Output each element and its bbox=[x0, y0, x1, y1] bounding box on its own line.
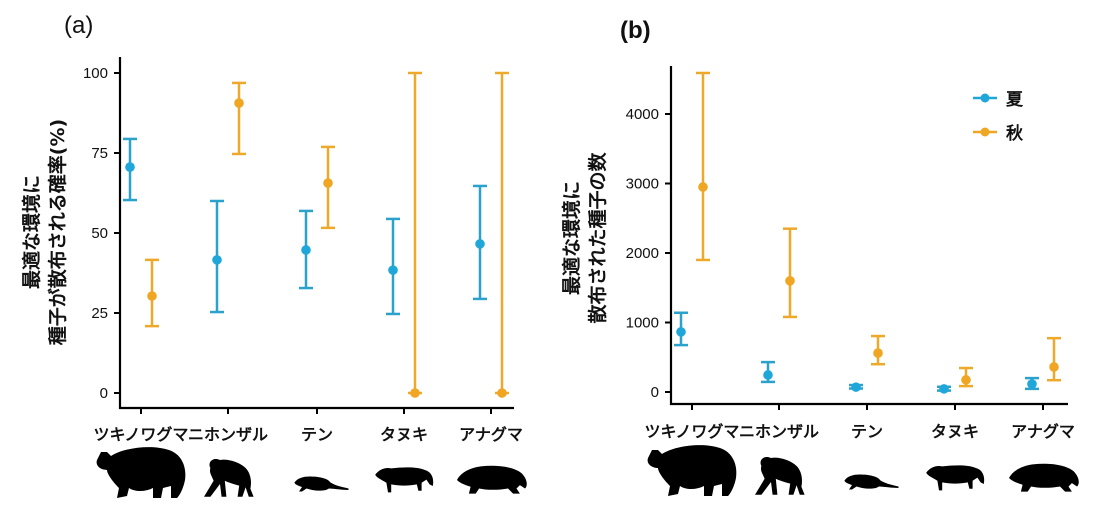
panel-a-x-tick-label: タヌキ bbox=[380, 425, 428, 444]
panel-a-summer-point bbox=[212, 255, 222, 265]
panel-b-ylabel-line2: 散布された種子の数 bbox=[586, 152, 609, 324]
panel-a: (a) 最適な環境に 種子が散布される確率(%) 0 25 50 75 100 bbox=[20, 12, 514, 414]
panel-b-x-ticks bbox=[691, 404, 1044, 410]
panel-a-summer-point-group bbox=[123, 137, 137, 202]
legend-summer-marker bbox=[980, 93, 990, 103]
panel-a-x-tick-label: ツキノワグマ bbox=[94, 425, 189, 444]
panel-a-autumn-point bbox=[234, 98, 244, 108]
panel-b: (b) 最適な環境に 散布された種子の数 0 1000 2000 3000 4000 夏… bbox=[560, 17, 1068, 410]
panel-a-y-tick-label: 25 bbox=[91, 305, 108, 322]
panel-b-autumn-point-group bbox=[871, 334, 885, 366]
panel-a-summer-point-group bbox=[386, 217, 400, 316]
panel-b-y-ticks: 0 1000 2000 3000 4000 bbox=[626, 106, 671, 401]
legend-item-summer: 夏 bbox=[973, 90, 1024, 110]
panel-a-autumn-point bbox=[410, 388, 420, 398]
legend: 夏 秋 bbox=[973, 90, 1024, 144]
panel-a-animal-silhouettes bbox=[96, 447, 527, 498]
legend-item-autumn: 秋 bbox=[973, 123, 1024, 144]
panel-b-y-axis-title: 最適な環境に 散布された種子の数 bbox=[560, 152, 609, 324]
panel-b-autumn-point-group bbox=[1047, 336, 1061, 382]
panel-b-summer-point bbox=[676, 327, 686, 337]
panel-a-summer-point-group bbox=[210, 199, 224, 314]
panel-b-autumn-point bbox=[1049, 362, 1059, 372]
marten-icon bbox=[294, 476, 349, 492]
badger-icon bbox=[457, 465, 527, 494]
panel-a-autumn-point-group bbox=[321, 145, 335, 230]
legend-autumn-marker bbox=[980, 127, 990, 137]
panel-a-autumn-point bbox=[323, 178, 333, 188]
bear-icon bbox=[647, 445, 737, 496]
panel-a-y-tick-label: 100 bbox=[83, 65, 108, 82]
panel-b-summer-point bbox=[763, 370, 773, 380]
panel-b-x-tick-label: ニホンザル bbox=[739, 422, 819, 441]
panel-b-summer-point bbox=[851, 382, 861, 392]
panel-b-y-tick-label: 0 bbox=[651, 384, 659, 401]
panel-a-y-tick-label: 0 bbox=[100, 385, 108, 402]
panel-b-summer-point bbox=[1027, 379, 1037, 389]
macaque-icon bbox=[755, 456, 805, 495]
panel-b-category-labels: ツキノワグマ ニホンザル テン タヌキ アナグマ bbox=[645, 422, 1075, 441]
panel-a-autumn-point bbox=[497, 388, 507, 398]
panel-a-summer-point bbox=[301, 245, 311, 255]
panel-b-x-tick-label: テン bbox=[851, 422, 883, 441]
panel-a-autumn-point-group bbox=[495, 71, 509, 398]
panel-a-summer-point-group bbox=[299, 209, 313, 290]
badger-icon bbox=[1009, 463, 1079, 492]
panel-a-label: (a) bbox=[64, 12, 93, 39]
bear-icon bbox=[96, 447, 186, 498]
panel-b-summer-point bbox=[939, 384, 949, 394]
panel-b-y-tick-label: 4000 bbox=[626, 106, 659, 123]
panel-b-autumn-point-group bbox=[959, 366, 973, 388]
marten-icon bbox=[844, 474, 899, 490]
macaque-icon bbox=[204, 458, 254, 497]
panel-a-x-ticks bbox=[140, 408, 492, 414]
panel-b-summer-point-group bbox=[849, 382, 863, 392]
panel-a-x-tick-label: ニホンザル bbox=[188, 425, 268, 444]
panel-a-autumn-point-group bbox=[145, 258, 159, 328]
panel-b-x-tick-label: アナグマ bbox=[1011, 422, 1075, 441]
legend-autumn-label: 秋 bbox=[1006, 123, 1024, 144]
panel-b-y-tick-label: 2000 bbox=[626, 245, 659, 262]
panel-a-summer-point-group bbox=[473, 184, 487, 301]
panel-a-category-labels: ツキノワグマ ニホンザル テン タヌキ アナグマ bbox=[94, 425, 523, 444]
panel-b-y-tick-label: 1000 bbox=[626, 315, 659, 332]
panel-b-x-tick-label: ツキノワグマ bbox=[645, 422, 740, 441]
panel-b-summer-point-group bbox=[674, 311, 688, 347]
panel-b-autumn-point bbox=[785, 276, 795, 286]
panel-a-summer-point bbox=[388, 265, 398, 275]
panel-a-summer-point bbox=[475, 239, 485, 249]
panel-a-autumn-point-group bbox=[408, 71, 422, 398]
panel-a-y-axis-title: 最適な環境に 種子が散布される確率(%) bbox=[20, 119, 69, 345]
raccoon-dog-icon bbox=[926, 465, 985, 491]
panel-b-autumn-point bbox=[961, 375, 971, 385]
panel-a-x-tick-label: アナグマ bbox=[459, 425, 523, 444]
raccoon-dog-icon bbox=[375, 467, 434, 493]
panel-b-ylabel-line1: 最適な環境に bbox=[560, 181, 583, 295]
panel-b-autumn-point bbox=[873, 348, 883, 358]
panel-a-y-tick-label: 50 bbox=[91, 225, 108, 242]
panel-b-marks bbox=[674, 71, 1061, 394]
panel-a-y-tick-label: 75 bbox=[91, 145, 108, 162]
panel-b-summer-point-group bbox=[937, 384, 951, 394]
panel-a-x-tick-label: テン bbox=[301, 425, 333, 444]
panel-b-autumn-point bbox=[698, 182, 708, 192]
panel-b-summer-point-group bbox=[1025, 376, 1039, 391]
panel-a-ylabel-line2: 種子が散布される確率(%) bbox=[46, 119, 69, 345]
panel-b-autumn-point-group bbox=[696, 71, 710, 262]
legend-summer-label: 夏 bbox=[1006, 90, 1024, 110]
panel-a-autumn-point bbox=[147, 291, 157, 301]
panel-a-ylabel-line1: 最適な環境に bbox=[20, 175, 43, 289]
panel-b-summer-point-group bbox=[761, 360, 775, 384]
panel-a-marks bbox=[123, 71, 509, 398]
panel-a-y-ticks: 0 25 50 75 100 bbox=[83, 65, 120, 402]
panel-b-animal-silhouettes bbox=[647, 445, 1079, 496]
panel-b-y-tick-label: 3000 bbox=[626, 176, 659, 193]
panel-b-x-tick-label: タヌキ bbox=[931, 422, 979, 441]
panel-b-autumn-point-group bbox=[783, 227, 797, 319]
panel-b-label: (b) bbox=[620, 17, 651, 44]
panel-a-autumn-point-group bbox=[232, 81, 246, 156]
panel-a-summer-point bbox=[125, 162, 135, 172]
